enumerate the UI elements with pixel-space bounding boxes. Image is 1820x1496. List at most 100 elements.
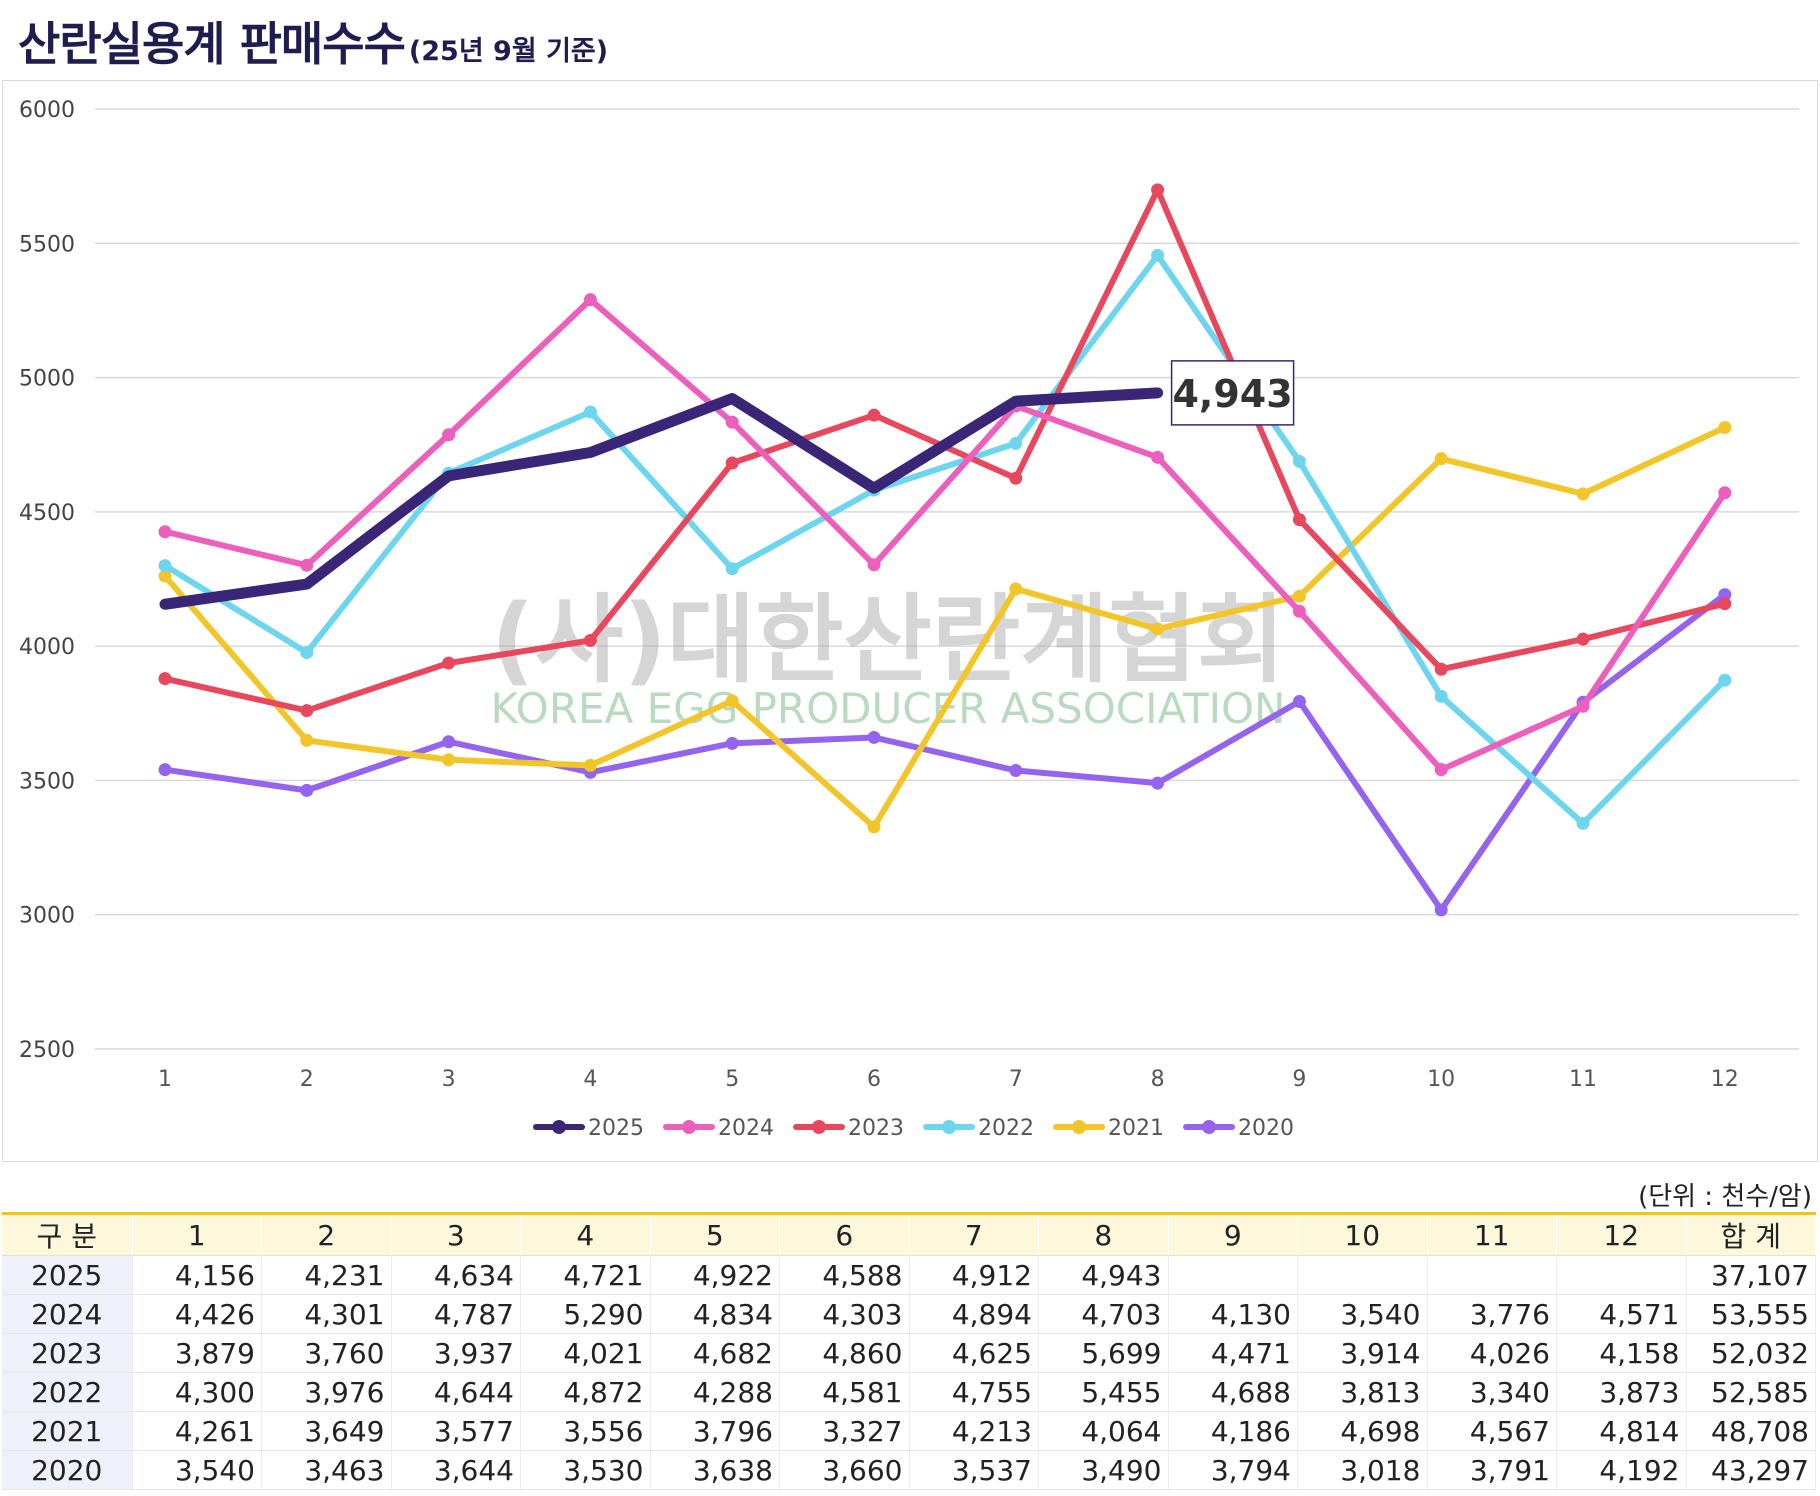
y-tick-label: 5500 bbox=[19, 232, 75, 257]
data-point-2024 bbox=[1576, 699, 1590, 713]
table-cell: 3,577 bbox=[391, 1411, 521, 1451]
y-tick-label: 4000 bbox=[19, 635, 75, 660]
data-point-2023 bbox=[1434, 662, 1448, 676]
table-cell: 4,567 bbox=[1427, 1411, 1557, 1451]
data-point-2022 bbox=[583, 405, 597, 419]
data-point-2023 bbox=[1576, 632, 1590, 646]
data-point-2020 bbox=[867, 730, 881, 744]
table-cell: 4,894 bbox=[909, 1294, 1039, 1334]
data-point-2021 bbox=[158, 569, 172, 583]
table-cell: 3,530 bbox=[520, 1450, 651, 1490]
data-point-2021 bbox=[1009, 582, 1023, 596]
table-cell: 3,018 bbox=[1297, 1450, 1428, 1490]
table-cell: 4,300 bbox=[132, 1372, 262, 1412]
data-point-2020 bbox=[1009, 763, 1023, 777]
legend-marker bbox=[942, 1120, 956, 1134]
series-2021 bbox=[158, 421, 1732, 834]
series-line-2025 bbox=[159, 387, 1164, 610]
table-cell: 3,776 bbox=[1427, 1294, 1557, 1334]
table-cell: 3,649 bbox=[261, 1411, 392, 1451]
series-2025 bbox=[159, 387, 1164, 610]
series-line-2021 bbox=[162, 424, 1728, 830]
table-cell: 3,660 bbox=[779, 1450, 910, 1490]
data-point-2024 bbox=[158, 525, 172, 539]
legend-label: 2025 bbox=[588, 1116, 644, 1141]
legend-label: 2022 bbox=[978, 1116, 1034, 1141]
table-cell: 4,755 bbox=[909, 1372, 1039, 1412]
table-cell: 52,585 bbox=[1686, 1372, 1816, 1412]
table-cell: 4,787 bbox=[391, 1294, 521, 1334]
data-point-2022 bbox=[1718, 673, 1732, 687]
data-point-2023 bbox=[1151, 183, 1165, 197]
data-point-2020 bbox=[1718, 588, 1732, 602]
data-point-2021 bbox=[1151, 622, 1165, 636]
legend-marker bbox=[682, 1120, 696, 1134]
legend-marker bbox=[812, 1120, 826, 1134]
table-cell: 3,638 bbox=[650, 1450, 780, 1490]
legend-marker bbox=[552, 1120, 566, 1134]
data-point-2021 bbox=[300, 733, 314, 747]
table-cell: 4,301 bbox=[261, 1294, 392, 1334]
table-cell: 3,490 bbox=[1038, 1450, 1169, 1490]
data-point-2023 bbox=[725, 456, 739, 470]
legend-marker bbox=[1202, 1120, 1216, 1134]
table-header-cell: 합 계 bbox=[1686, 1212, 1816, 1256]
table-header-row: 구 분 1 2 3 4 5 6 7 8 9 10 11 12 합 계 bbox=[2, 1212, 1816, 1256]
table-body: 2025 4,156 4,231 4,634 4,721 4,922 4,588 4,912 4… bbox=[2, 1255, 1816, 1490]
table-cell: 3,976 bbox=[261, 1372, 392, 1412]
table-cell: 4,588 bbox=[779, 1255, 910, 1295]
data-point-2021 bbox=[1576, 487, 1590, 501]
x-tick-label: 11 bbox=[1569, 1067, 1597, 1092]
data-point-2023 bbox=[442, 656, 456, 670]
table-cell: 37,107 bbox=[1686, 1255, 1816, 1295]
y-tick-label: 3000 bbox=[19, 904, 75, 929]
data-point-2023 bbox=[1009, 471, 1023, 485]
table-cell: 3,537 bbox=[909, 1450, 1039, 1490]
table-header-cell: 1 bbox=[132, 1212, 262, 1256]
watermark: (사)대한산란계협회 KOREA EGG PRODUCER ASSOCIATIO… bbox=[491, 584, 1286, 733]
data-point-2022 bbox=[300, 646, 314, 660]
table-row: 2025 4,156 4,231 4,634 4,721 4,922 4,588 4,912 4… bbox=[2, 1255, 1816, 1295]
x-tick-label: 9 bbox=[1292, 1067, 1306, 1092]
table-cell: 4,688 bbox=[1168, 1372, 1298, 1412]
table-cell: 4,288 bbox=[650, 1372, 780, 1412]
table-cell: 4,471 bbox=[1168, 1333, 1298, 1373]
table-cell: 4,703 bbox=[1038, 1294, 1169, 1334]
data-point-2020 bbox=[1434, 903, 1448, 917]
table-cell: 4,261 bbox=[132, 1411, 262, 1451]
table-cell bbox=[1427, 1255, 1557, 1295]
table-cell: 4,156 bbox=[132, 1255, 262, 1295]
table-cell: 4,581 bbox=[779, 1372, 910, 1412]
legend-item-2025: 2025 bbox=[533, 1116, 644, 1141]
table-cell: 4,834 bbox=[650, 1294, 780, 1334]
chart-container: (사)대한산란계협회 KOREA EGG PRODUCER ASSOCIATIO… bbox=[2, 80, 1818, 1162]
watermark-korean: (사)대한산란계협회 bbox=[491, 584, 1285, 696]
data-point-2023 bbox=[583, 634, 597, 648]
table-cell: 4,426 bbox=[132, 1294, 262, 1334]
table-cell: 3,796 bbox=[650, 1411, 780, 1451]
series-line-2024 bbox=[162, 296, 1728, 773]
data-point-2021 bbox=[725, 694, 739, 708]
table-header-cell: 7 bbox=[909, 1212, 1039, 1256]
table-cell: 4,634 bbox=[391, 1255, 521, 1295]
table-cell: 4,158 bbox=[1556, 1333, 1687, 1373]
table-cell: 4,571 bbox=[1556, 1294, 1687, 1334]
table-row: 2020 3,540 3,463 3,644 3,530 3,638 3,660 3,537 3… bbox=[2, 1450, 1816, 1490]
data-point-2024 bbox=[1434, 763, 1448, 777]
data-point-2020 bbox=[442, 735, 456, 749]
table-header-cell: 2 bbox=[261, 1212, 392, 1256]
callout-layer: 4,943 bbox=[1170, 360, 1295, 426]
x-tick-label: 8 bbox=[1151, 1067, 1165, 1092]
data-point-2022 bbox=[158, 559, 172, 573]
data-point-2022 bbox=[1151, 248, 1165, 262]
table-cell: 5,290 bbox=[520, 1294, 651, 1334]
table-header-cell: 4 bbox=[520, 1212, 651, 1256]
table-cell: 3,813 bbox=[1297, 1372, 1428, 1412]
y-tick-label: 4500 bbox=[19, 501, 75, 526]
data-point-2024 bbox=[442, 428, 456, 442]
data-point-2024 bbox=[1292, 604, 1306, 618]
watermark-english: KOREA EGG PRODUCER ASSOCIATION bbox=[491, 684, 1286, 733]
table-header-cell: 8 bbox=[1038, 1212, 1169, 1256]
series-line-2020 bbox=[162, 591, 1728, 913]
table-cell: 53,555 bbox=[1686, 1294, 1816, 1334]
